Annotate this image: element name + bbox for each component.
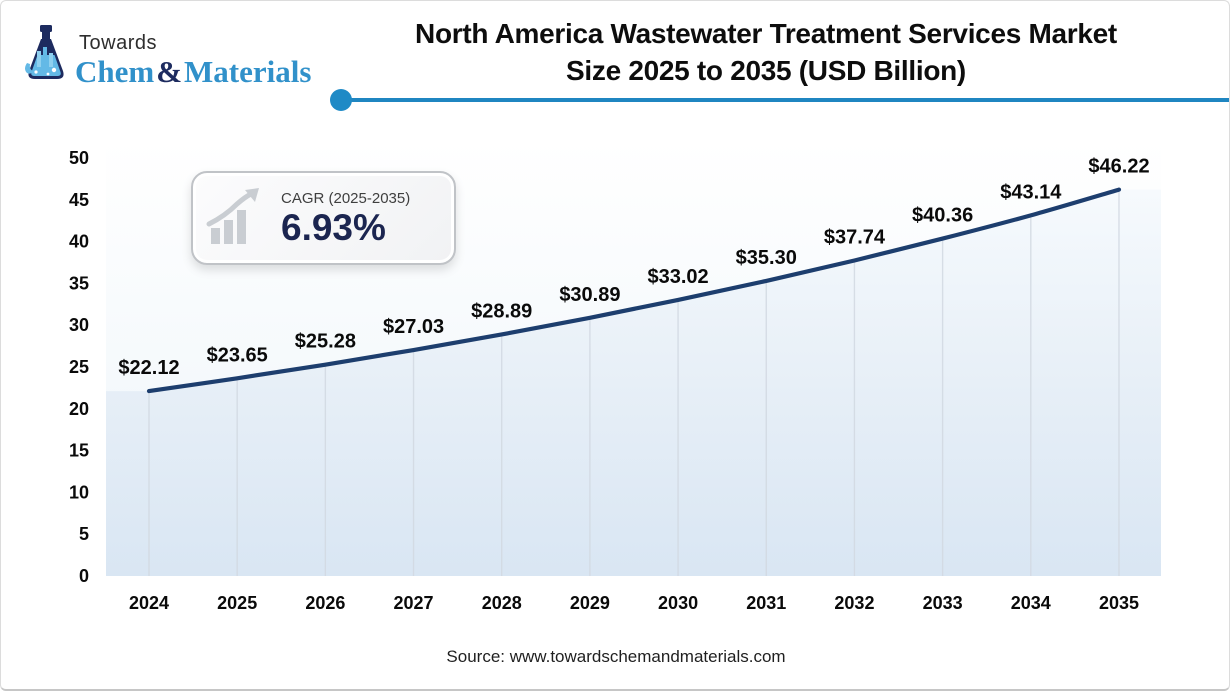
y-tick-label: 15 [69,441,89,461]
source-attribution: Source: www.towardschemandmaterials.com [446,647,786,666]
data-point-label: $23.65 [207,344,268,366]
x-tick-label: 2034 [1011,593,1051,613]
data-point-label: $22.12 [118,357,179,379]
data-point-label: $40.36 [912,205,973,227]
y-tick-label: 25 [69,357,89,377]
x-tick-label: 2028 [482,593,522,613]
cagr-value: 6.93% [281,207,386,248]
y-tick-label: 30 [69,315,89,335]
brand-logo: Towards Chem&Materials [21,25,311,87]
title-underline-dot [330,89,352,111]
chart-title: North America Wastewater Treatment Servi… [301,15,1229,89]
x-tick-label: 2032 [834,593,874,613]
y-tick-label: 10 [69,482,89,502]
x-tick-label: 2029 [570,593,610,613]
chart-title-line2: Size 2025 to 2035 (USD Billion) [566,55,966,86]
data-point-label: $43.14 [1000,181,1062,203]
data-point-label: $37.74 [824,226,886,248]
brand-wordmark: Towards Chem&Materials [75,33,311,87]
data-point-label: $33.02 [647,266,708,288]
trend-line [146,187,1122,394]
growth-bars-icon [206,188,259,244]
data-point-label: $25.28 [295,331,356,353]
x-tick-label: 2024 [129,593,169,613]
data-point-label: $30.89 [559,284,620,306]
y-tick-label: 35 [69,273,89,293]
data-point-label: $27.03 [383,316,444,338]
y-tick-label: 45 [69,190,89,210]
data-point-label: $35.30 [736,247,797,269]
title-underline [342,98,1229,102]
cagr-badge: CAGR (2025-2035) 6.93% [191,171,456,265]
cagr-text-block: CAGR (2025-2035) 6.93% [281,190,410,246]
area-fill [106,189,1161,576]
y-tick-label: 50 [69,148,89,168]
data-point-label: $28.89 [471,300,532,322]
x-tick-label: 2031 [746,593,786,613]
y-tick-label: 40 [69,232,89,252]
y-tick-label: 5 [79,524,89,544]
x-tick-label: 2027 [394,593,434,613]
x-tick-label: 2035 [1099,593,1139,613]
x-tick-label: 2030 [658,593,698,613]
cagr-label: CAGR (2025-2035) [281,190,411,207]
flask-icon [25,25,64,79]
chart-title-line1: North America Wastewater Treatment Servi… [415,18,1117,49]
brand-chem-materials: Chem&Materials [75,54,312,89]
y-tick-label: 20 [69,399,89,419]
x-tick-label: 2033 [923,593,963,613]
x-tick-label: 2026 [305,593,345,613]
x-tick-label: 2025 [217,593,257,613]
brand-towards: Towards [79,32,157,54]
y-tick-label: 0 [79,566,89,586]
data-point-label: $46.22 [1088,156,1149,178]
